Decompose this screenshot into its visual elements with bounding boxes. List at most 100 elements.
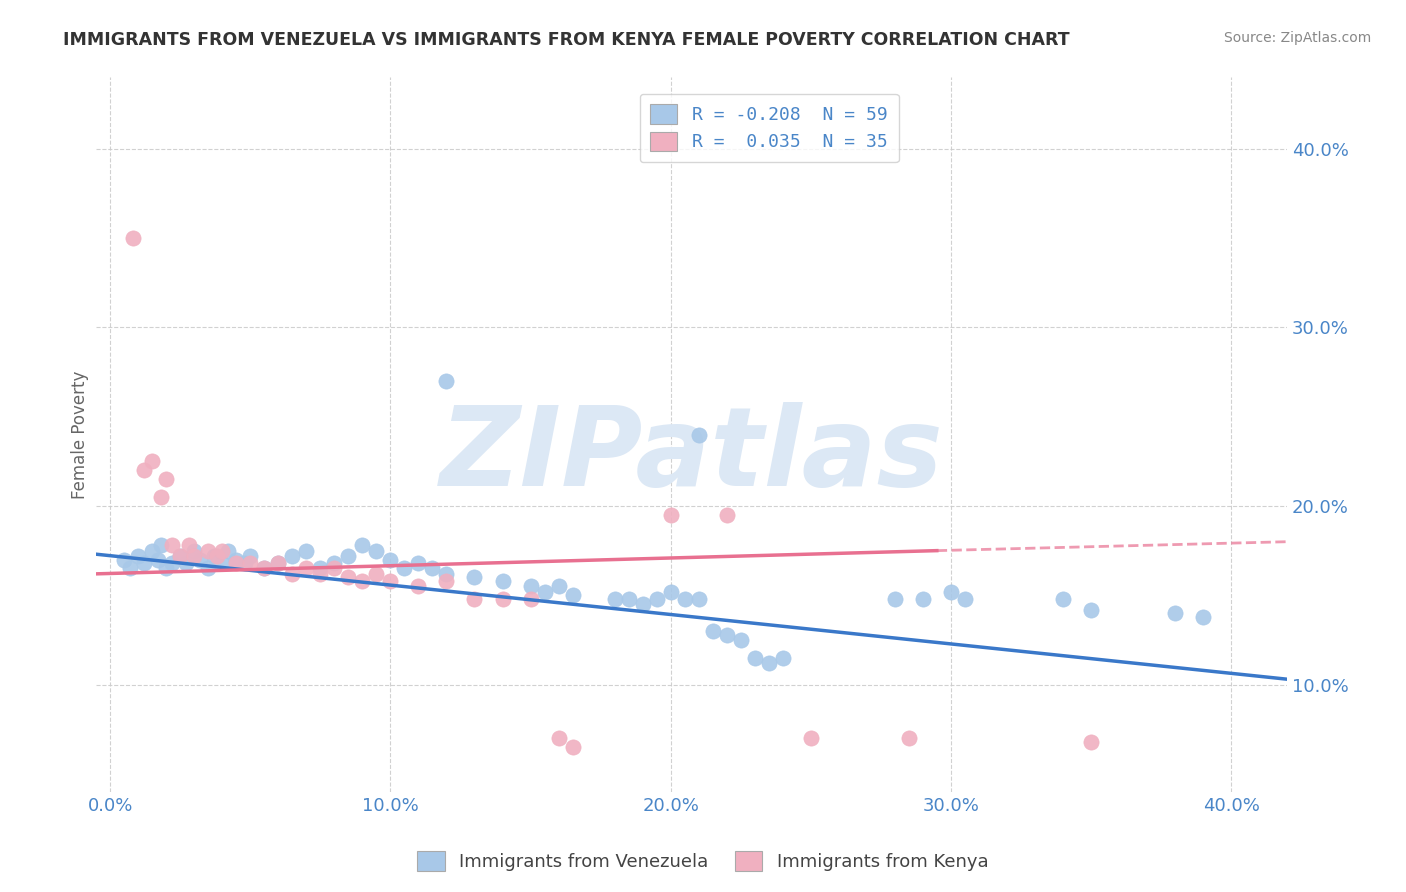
Point bbox=[169, 549, 191, 563]
Point bbox=[491, 574, 513, 588]
Point bbox=[366, 566, 388, 581]
Point bbox=[547, 731, 569, 745]
Point bbox=[772, 650, 794, 665]
Point bbox=[169, 549, 191, 563]
Point bbox=[519, 591, 541, 606]
Point bbox=[463, 591, 485, 606]
Point bbox=[645, 591, 668, 606]
Point bbox=[149, 538, 172, 552]
Point bbox=[337, 570, 360, 584]
Point bbox=[197, 561, 219, 575]
Point bbox=[205, 549, 228, 563]
Point bbox=[132, 556, 155, 570]
Point bbox=[408, 579, 430, 593]
Point bbox=[160, 556, 183, 570]
Point bbox=[659, 584, 682, 599]
Point bbox=[146, 552, 169, 566]
Point bbox=[1164, 606, 1187, 620]
Point bbox=[188, 552, 211, 566]
Point bbox=[631, 597, 654, 611]
Text: Source: ZipAtlas.com: Source: ZipAtlas.com bbox=[1223, 31, 1371, 45]
Point bbox=[233, 556, 256, 570]
Point bbox=[911, 591, 934, 606]
Point bbox=[366, 543, 388, 558]
Point bbox=[1052, 591, 1074, 606]
Point bbox=[323, 561, 346, 575]
Point bbox=[112, 552, 135, 566]
Point bbox=[730, 632, 752, 647]
Point bbox=[953, 591, 976, 606]
Point bbox=[149, 490, 172, 504]
Point bbox=[800, 731, 823, 745]
Point bbox=[1080, 602, 1102, 616]
Point bbox=[309, 561, 332, 575]
Legend: R = -0.208  N = 59, R =  0.035  N = 35: R = -0.208 N = 59, R = 0.035 N = 35 bbox=[640, 94, 898, 162]
Point bbox=[160, 538, 183, 552]
Point bbox=[177, 538, 200, 552]
Point bbox=[239, 556, 262, 570]
Point bbox=[155, 561, 177, 575]
Point bbox=[1080, 735, 1102, 749]
Point bbox=[132, 463, 155, 477]
Point bbox=[758, 656, 780, 670]
Point bbox=[323, 556, 346, 570]
Point bbox=[267, 556, 290, 570]
Point bbox=[897, 731, 920, 745]
Point bbox=[716, 508, 738, 522]
Point bbox=[267, 556, 290, 570]
Point bbox=[239, 549, 262, 563]
Point bbox=[883, 591, 905, 606]
Text: ZIPatlas: ZIPatlas bbox=[440, 402, 943, 509]
Point bbox=[688, 591, 710, 606]
Point bbox=[183, 543, 205, 558]
Point bbox=[702, 624, 724, 638]
Point bbox=[225, 556, 247, 570]
Point bbox=[716, 627, 738, 641]
Point bbox=[281, 549, 304, 563]
Point bbox=[617, 591, 640, 606]
Point bbox=[422, 561, 444, 575]
Point bbox=[202, 549, 225, 563]
Point bbox=[491, 591, 513, 606]
Point bbox=[688, 427, 710, 442]
Point bbox=[352, 538, 374, 552]
Point bbox=[659, 508, 682, 522]
Point bbox=[217, 543, 239, 558]
Point bbox=[352, 574, 374, 588]
Point bbox=[225, 552, 247, 566]
Point bbox=[197, 543, 219, 558]
Point bbox=[183, 549, 205, 563]
Point bbox=[744, 650, 766, 665]
Point bbox=[309, 566, 332, 581]
Point bbox=[939, 584, 962, 599]
Y-axis label: Female Poverty: Female Poverty bbox=[72, 370, 89, 499]
Point bbox=[436, 574, 458, 588]
Point bbox=[211, 556, 233, 570]
Point bbox=[155, 472, 177, 486]
Point bbox=[380, 574, 402, 588]
Point bbox=[394, 561, 416, 575]
Point bbox=[127, 549, 149, 563]
Legend: Immigrants from Venezuela, Immigrants from Kenya: Immigrants from Venezuela, Immigrants fr… bbox=[411, 844, 995, 879]
Point bbox=[174, 556, 197, 570]
Point bbox=[519, 579, 541, 593]
Point bbox=[463, 570, 485, 584]
Point bbox=[436, 374, 458, 388]
Point bbox=[281, 566, 304, 581]
Point bbox=[547, 579, 569, 593]
Point bbox=[253, 561, 276, 575]
Point bbox=[337, 549, 360, 563]
Point bbox=[408, 556, 430, 570]
Point bbox=[141, 454, 163, 468]
Point bbox=[380, 552, 402, 566]
Point bbox=[141, 543, 163, 558]
Point bbox=[118, 561, 141, 575]
Point bbox=[561, 740, 583, 755]
Point bbox=[211, 543, 233, 558]
Point bbox=[533, 584, 555, 599]
Point bbox=[673, 591, 696, 606]
Point bbox=[603, 591, 626, 606]
Point bbox=[436, 566, 458, 581]
Point bbox=[295, 561, 318, 575]
Text: IMMIGRANTS FROM VENEZUELA VS IMMIGRANTS FROM KENYA FEMALE POVERTY CORRELATION CH: IMMIGRANTS FROM VENEZUELA VS IMMIGRANTS … bbox=[63, 31, 1070, 49]
